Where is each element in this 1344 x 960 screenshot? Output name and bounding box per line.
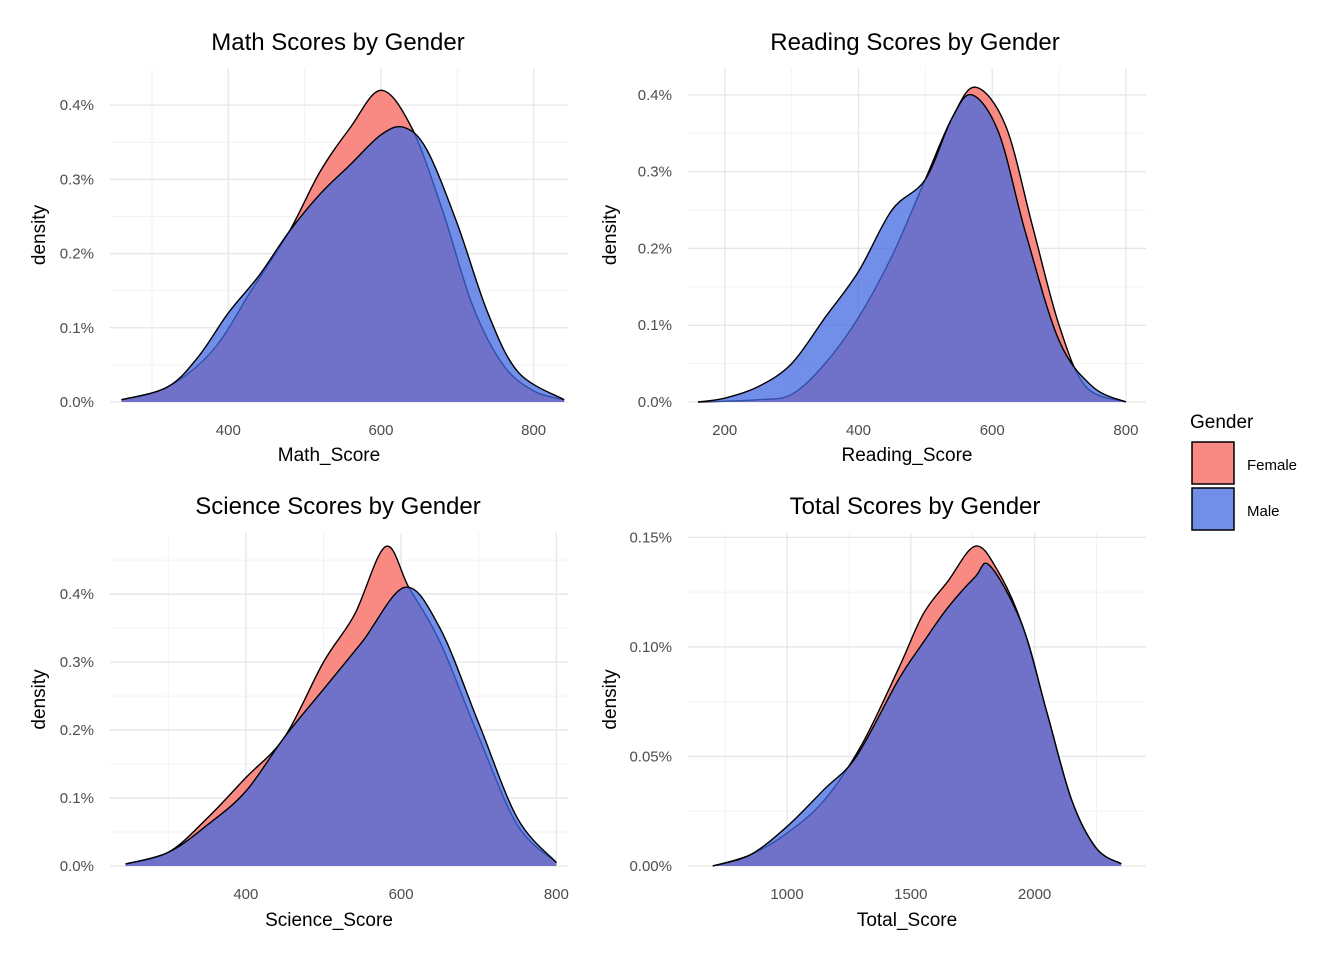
y-tick-label: 0.2% xyxy=(638,240,672,257)
x-axis-label: Reading_Score xyxy=(842,445,973,466)
panel-0: 400 600 800 0.0% 0.1% 0.2% 0.3% 0.4% Math Scores… xyxy=(29,29,568,466)
y-tick-label: 0.0% xyxy=(60,858,94,875)
x-tick-label: 400 xyxy=(216,422,241,439)
y-tick-label: 0.2% xyxy=(60,246,94,263)
y-tick-label: 0.3% xyxy=(638,164,672,181)
density-area-male xyxy=(698,94,1126,403)
panel-2: 400 600 800 0.0% 0.1% 0.2% 0.3% 0.4% Science Sco… xyxy=(29,493,569,931)
x-tick-label: 2000 xyxy=(1018,886,1051,903)
panels: 400 600 800 0.0% 0.1% 0.2% 0.3% 0.4% Math Scores… xyxy=(29,29,1146,931)
density-area-male xyxy=(712,563,1122,866)
x-tick-label: 600 xyxy=(368,422,393,439)
x-tick-label: 1000 xyxy=(770,886,803,903)
x-axis-label: Science_Score xyxy=(265,910,393,931)
y-tick-label: 0.1% xyxy=(60,320,94,337)
density-line-male xyxy=(697,93,1127,403)
legend-label-female: Female xyxy=(1247,457,1297,474)
legend-key-male xyxy=(1191,487,1235,531)
chart-title: Total Scores by Gender xyxy=(790,493,1041,520)
x-tick-label: 800 xyxy=(1113,422,1138,439)
density-area-male xyxy=(121,126,565,402)
legend: Gender Female Male xyxy=(1190,412,1297,531)
chart-title: Science Scores by Gender xyxy=(195,493,480,520)
panel-1: 200 400 600 800 0.0% 0.1% 0.2% 0.3% 0.4% Reading … xyxy=(600,29,1146,466)
y-tick-label: 0.4% xyxy=(638,87,672,104)
chart-title: Math Scores by Gender xyxy=(211,29,464,56)
y-tick-label: 0.1% xyxy=(60,790,94,807)
y-tick-label: 0.15% xyxy=(629,529,672,546)
legend-key-female xyxy=(1191,441,1235,485)
y-tick-label: 0.10% xyxy=(629,639,672,656)
y-axis-label: density xyxy=(600,204,621,265)
x-tick-label: 800 xyxy=(544,886,569,903)
y-tick-label: 0.2% xyxy=(60,722,94,739)
x-tick-label: 1500 xyxy=(894,886,927,903)
x-axis-label: Math_Score xyxy=(278,445,380,466)
y-tick-label: 0.05% xyxy=(629,748,672,765)
y-tick-label: 0.0% xyxy=(638,394,672,411)
x-tick-label: 400 xyxy=(846,422,871,439)
y-tick-label: 0.4% xyxy=(60,586,94,603)
legend-label-male: Male xyxy=(1247,503,1280,520)
density-line-male xyxy=(125,586,557,865)
y-axis-label: density xyxy=(29,204,50,265)
y-axis-label: density xyxy=(29,669,50,730)
density-line-male xyxy=(121,125,565,401)
chart-title: Reading Scores by Gender xyxy=(770,29,1060,56)
x-tick-label: 600 xyxy=(389,886,414,903)
y-tick-label: 0.0% xyxy=(60,394,94,411)
x-tick-label: 600 xyxy=(980,422,1005,439)
density-area-male xyxy=(125,587,557,866)
y-axis-label: density xyxy=(600,669,621,730)
x-tick-label: 400 xyxy=(233,886,258,903)
x-axis-label: Total_Score xyxy=(857,910,957,931)
y-tick-label: 0.3% xyxy=(60,654,94,671)
y-tick-label: 0.4% xyxy=(60,97,94,114)
x-tick-label: 200 xyxy=(712,422,737,439)
y-tick-label: 0.00% xyxy=(629,858,672,875)
panel-3: 1000 1500 2000 0.00% 0.05% 0.10% 0.15% Total Sc… xyxy=(600,493,1146,931)
legend-title: Gender xyxy=(1190,412,1254,433)
y-tick-label: 0.3% xyxy=(60,171,94,188)
x-tick-label: 800 xyxy=(521,422,546,439)
density-line-male xyxy=(712,562,1122,867)
y-tick-label: 0.1% xyxy=(638,317,672,334)
